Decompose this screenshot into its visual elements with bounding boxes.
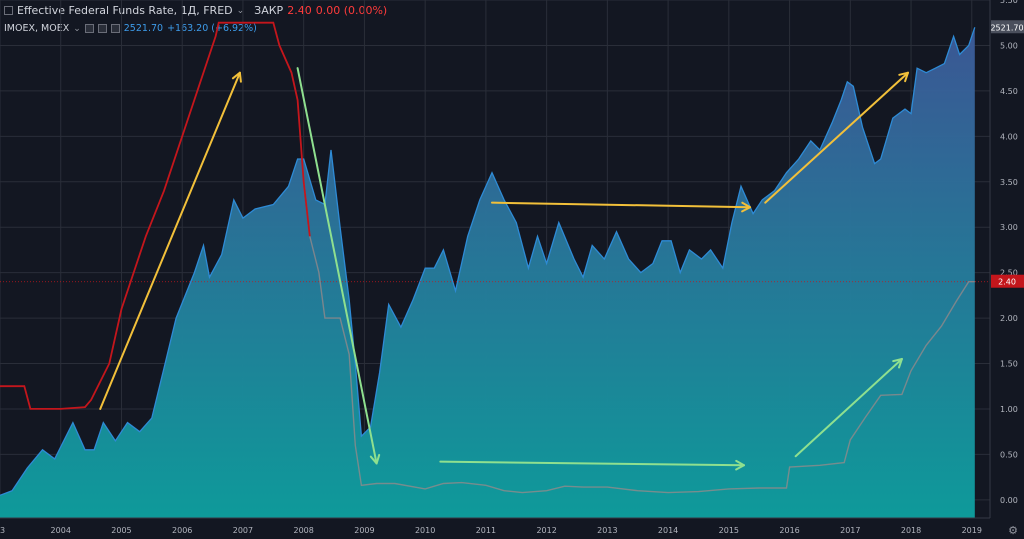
y-tick-label: 4.00 <box>1000 132 1018 141</box>
y-tick-label: 3.00 <box>1000 223 1018 232</box>
chevron-down-icon[interactable]: ⌄ <box>236 5 245 16</box>
trend-arrow <box>490 201 752 209</box>
x-tick-label: 2004 <box>51 526 71 535</box>
settings-icon[interactable]: ⚙ <box>1008 524 1018 537</box>
x-tick-label: 2014 <box>658 526 678 535</box>
y-tick-label: 0.50 <box>1000 450 1018 459</box>
trend-arrowhead <box>892 358 903 369</box>
close-label: ЗАКР <box>254 4 284 17</box>
y-tick-label: 5.00 <box>1000 41 1018 50</box>
square-icon[interactable] <box>4 6 13 15</box>
y-tick-label: 5.50 <box>1000 0 1018 5</box>
trend-arrow <box>439 460 746 467</box>
x-tick-label: 2012 <box>536 526 556 535</box>
x-tick-label: 2009 <box>354 526 374 535</box>
x-tick-label: 2010 <box>415 526 435 535</box>
x-tick-label: 2005 <box>111 526 131 535</box>
y-tick-label: 2.00 <box>1000 314 1018 323</box>
trend-arrowhead <box>369 453 381 465</box>
lines <box>0 21 990 496</box>
y-tick-label: 2.50 <box>1000 269 1018 278</box>
x-tick-label: 2008 <box>294 526 314 535</box>
y-tick-label: 1.00 <box>1000 405 1018 414</box>
fed-rate-last-value-label: 2.40 <box>998 278 1016 287</box>
x-tick-label: 2006 <box>172 526 192 535</box>
trend-arrow <box>764 71 910 204</box>
x-tick-label: 2013 <box>597 526 617 535</box>
x-tick-label: 2007 <box>233 526 253 535</box>
x-tick-label: 2017 <box>840 526 860 535</box>
y-tick-label: 3.50 <box>1000 178 1018 187</box>
fed-rate-last-value-label-bg <box>991 274 1024 288</box>
imoex-area <box>0 27 975 519</box>
eye-icon[interactable] <box>84 24 94 33</box>
imoex-line[interactable] <box>0 27 976 496</box>
trend-arrow <box>794 357 903 458</box>
imoex-last-value-label: 2521.70 <box>990 23 1023 32</box>
close-value: 2.40 <box>287 4 312 17</box>
trend-arrow <box>99 71 241 410</box>
y-tick-label: 0.00 <box>1000 496 1018 505</box>
imoex-area-fill <box>0 27 975 519</box>
compare-change: +163.20 (+6.92%) <box>167 23 257 34</box>
y-tick-label: 1.50 <box>1000 360 1018 369</box>
compare-symbol: IMOEX, MOEX <box>4 23 70 34</box>
y-tick-label: 4.50 <box>1000 87 1018 96</box>
x-tick-label: 03 <box>0 526 5 535</box>
compare-value: 2521.70 <box>123 23 164 34</box>
annotation-arrows <box>99 67 910 471</box>
settings-icon[interactable] <box>97 24 107 33</box>
close-icon[interactable] <box>110 24 120 33</box>
close-change: 0.00 (0.00%) <box>315 4 388 17</box>
chevron-down-icon[interactable]: ⌄ <box>73 23 81 34</box>
imoex-last-value-label-bg <box>991 20 1024 34</box>
fed-rate-line-overlay[interactable] <box>303 181 975 494</box>
compare-series-legend: IMOEX, MOEX ⌄ 2521.70 +163.20 (+6.92%) <box>4 23 257 34</box>
main-series-legend: Effective Federal Funds Rate, 1Д, FRED ⌄… <box>4 4 387 17</box>
main-series-title: Effective Federal Funds Rate, 1Д, FRED <box>17 4 233 17</box>
trend-arrowhead <box>898 71 909 83</box>
x-tick-label: 2019 <box>962 526 982 535</box>
trend-arrowhead <box>741 201 752 213</box>
x-tick-label: 2015 <box>719 526 739 535</box>
x-tick-label: 2016 <box>779 526 799 535</box>
x-tick-label: 2018 <box>901 526 921 535</box>
x-tick-label: 2011 <box>476 526 496 535</box>
fed-rate-line[interactable] <box>0 21 311 410</box>
trend-arrowhead <box>231 71 242 83</box>
trend-arrow <box>296 67 378 465</box>
trend-arrowhead <box>735 459 745 471</box>
